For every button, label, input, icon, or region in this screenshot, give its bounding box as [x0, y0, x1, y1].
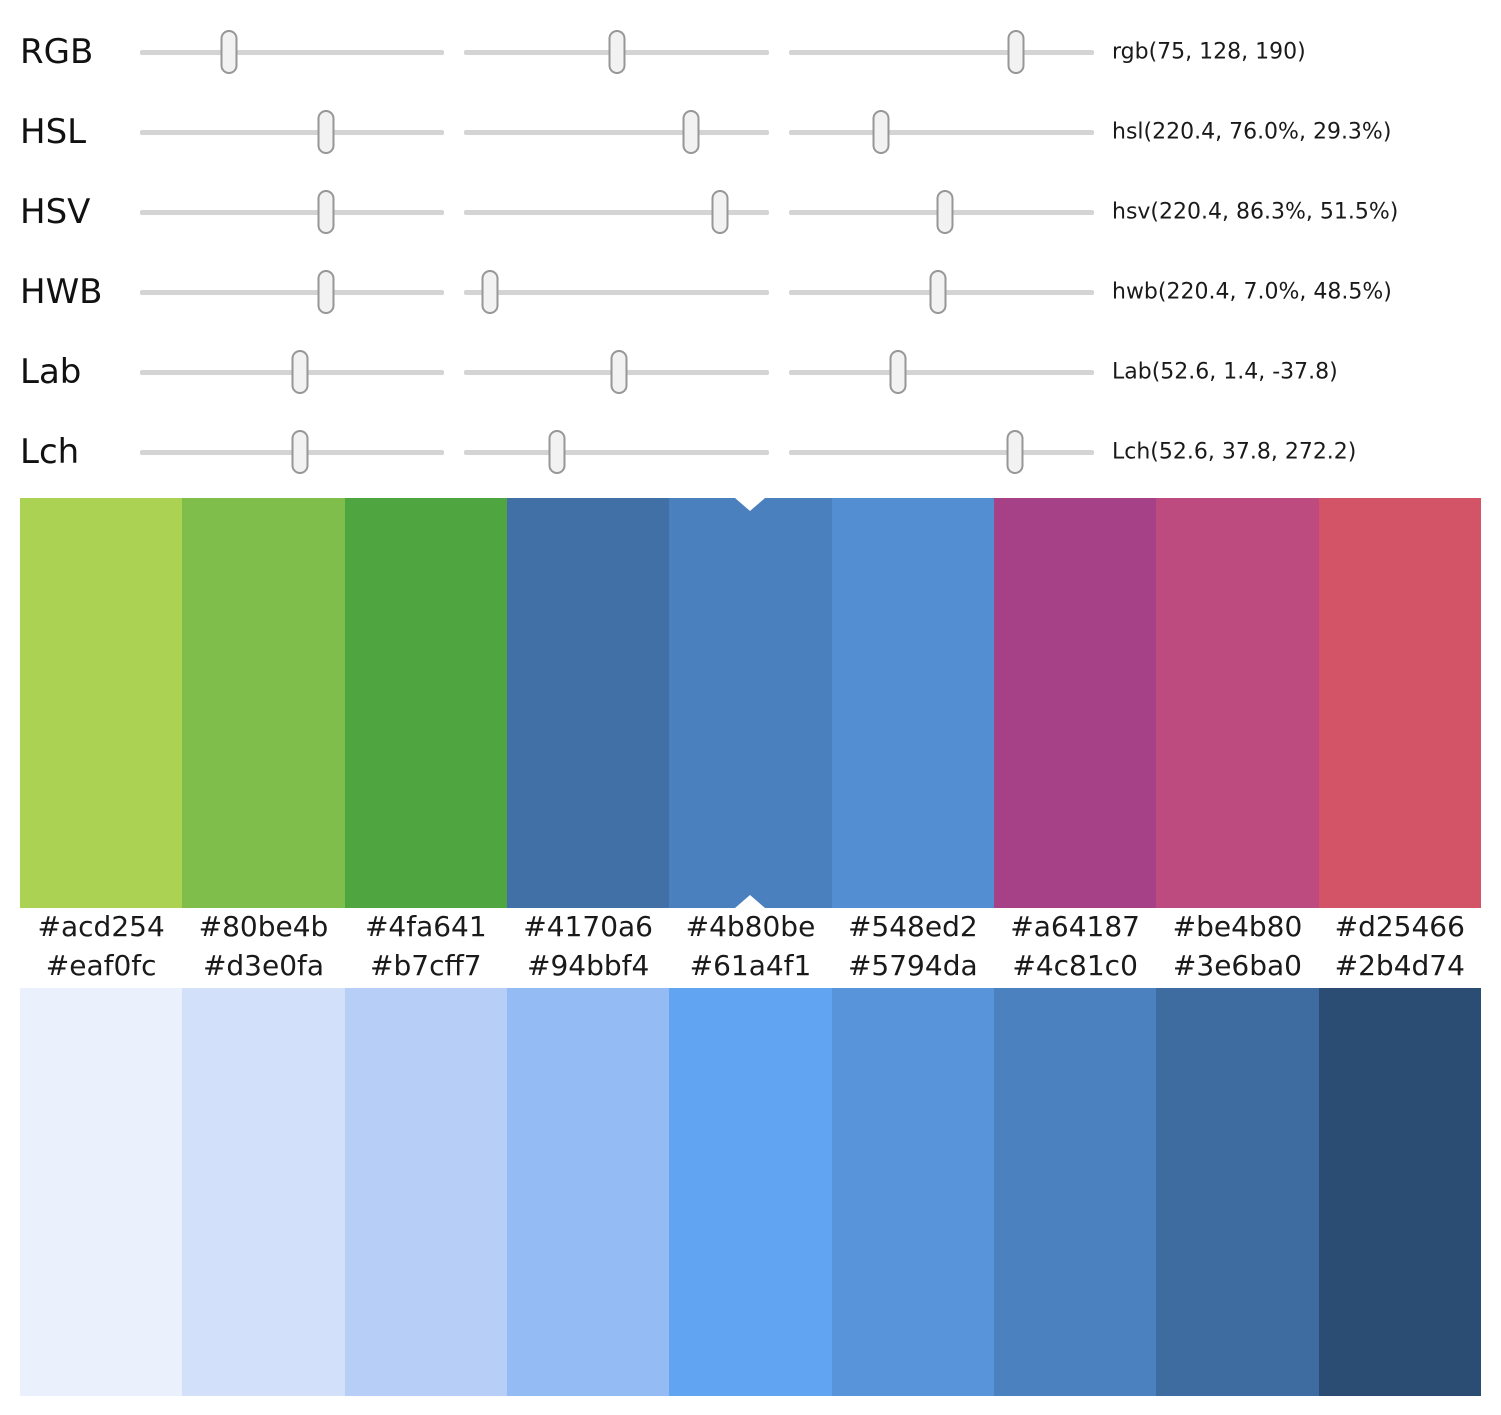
color-value-text: hsv(220.4, 86.3%, 51.5%) [1112, 199, 1399, 225]
slider-row-lab: Lab Lab(52.6, 1.4, -37.8) [0, 332, 1501, 412]
lch-c-slider-track[interactable] [464, 430, 769, 474]
hex-code-label: #2b4d74 [1334, 948, 1465, 982]
tint-palette-strip [20, 988, 1481, 1396]
tint-swatch[interactable] [344, 988, 507, 1396]
slider-row-rgb: RGB rgb(75, 128, 190) [0, 12, 1501, 92]
hue-hex-labels: #acd254 #80be4b #4fa641 #4170a6 #4b80be #548e… [20, 908, 1481, 944]
hex-code-label: #3e6ba0 [1172, 948, 1302, 982]
hex-code-label: #548ed2 [847, 909, 978, 943]
tint-swatch[interactable] [831, 988, 994, 1396]
hsl-l-slider-track[interactable] [789, 110, 1094, 154]
lab-l-slider-track[interactable] [140, 350, 444, 394]
tint-hex-labels: #eaf0fc #d3e0fa #b7cff7 #94bbf4 #61a4f1 #5794… [20, 944, 1481, 986]
lch-h-slider-track[interactable] [789, 430, 1094, 474]
hex-code-label: #b7cff7 [370, 948, 482, 982]
hex-code-label: #4c81c0 [1012, 948, 1138, 982]
lch-c-slider-thumb[interactable] [548, 430, 566, 474]
hsl-s-slider-thumb[interactable] [682, 110, 700, 154]
hsl-s-slider-track[interactable] [464, 110, 769, 154]
color-model-label: Lch [20, 432, 80, 472]
tint-swatch[interactable] [20, 988, 183, 1396]
hue-swatch[interactable] [993, 498, 1157, 908]
hue-swatch[interactable] [20, 498, 183, 908]
tint-swatch[interactable] [506, 988, 670, 1396]
lch-h-slider-thumb[interactable] [1006, 430, 1024, 474]
lch-l-slider-track[interactable] [140, 430, 444, 474]
hex-code-label: #61a4f1 [689, 948, 812, 982]
lab-b-slider-track[interactable] [789, 350, 1094, 394]
tint-swatch[interactable] [1156, 988, 1319, 1396]
hex-code-label: #4fa641 [364, 909, 487, 943]
rgb-g-slider-thumb[interactable] [608, 30, 626, 74]
tint-swatch[interactable] [993, 988, 1157, 1396]
lab-a-slider-track[interactable] [464, 350, 769, 394]
hex-code-label: #5794da [847, 948, 978, 982]
rgb-r-slider-thumb[interactable] [220, 30, 238, 74]
slider-row-hwb: HWB hwb(220.4, 7.0%, 48.5%) [0, 252, 1501, 332]
hex-code-label: #be4b80 [1172, 909, 1303, 943]
hsl-l-slider-thumb[interactable] [872, 110, 889, 154]
hsv-s-slider-thumb[interactable] [711, 190, 729, 234]
selected-swatch-notch-bottom [735, 895, 766, 908]
hue-swatch[interactable] [1156, 498, 1319, 908]
hwb-w-slider-track[interactable] [464, 270, 769, 314]
rgb-r-slider-track[interactable] [140, 30, 444, 74]
rgb-b-slider-track[interactable] [789, 30, 1094, 74]
color-model-label: HSL [20, 112, 87, 152]
lch-l-slider-thumb[interactable] [291, 430, 309, 474]
hue-palette-strip [20, 498, 1481, 908]
selected-swatch-notch-top [735, 498, 766, 511]
hsv-h-slider-thumb[interactable] [317, 190, 335, 234]
rgb-b-slider-thumb[interactable] [1007, 30, 1025, 74]
color-value-text: hsl(220.4, 76.0%, 29.3%) [1112, 119, 1392, 145]
color-model-label: HSV [20, 192, 91, 232]
hex-code-label: #4b80be [685, 909, 816, 943]
hwb-w-slider-thumb[interactable] [481, 270, 499, 314]
hex-code-label: #80be4b [198, 909, 329, 943]
hue-swatch[interactable] [831, 498, 994, 908]
hex-code-label: #acd254 [37, 909, 165, 943]
hwb-b-slider-track[interactable] [789, 270, 1094, 314]
lab-b-slider-thumb[interactable] [889, 350, 907, 394]
color-value-text: Lch(52.6, 37.8, 272.2) [1112, 439, 1357, 465]
hsl-h-slider-track[interactable] [140, 110, 444, 154]
hue-swatch[interactable] [344, 498, 507, 908]
hex-code-label: #d25466 [1334, 909, 1465, 943]
tint-swatch[interactable] [182, 988, 345, 1396]
slider-row-hsv: HSV hsv(220.4, 86.3%, 51.5%) [0, 172, 1501, 252]
hex-code-label: #4170a6 [523, 909, 653, 943]
color-model-label: Lab [20, 352, 82, 392]
lab-l-slider-thumb[interactable] [291, 350, 309, 394]
hue-swatch[interactable] [669, 498, 832, 908]
color-model-label: RGB [20, 32, 94, 72]
hex-code-label: #d3e0fa [202, 948, 325, 982]
hsv-h-slider-track[interactable] [140, 190, 444, 234]
hex-code-label: #94bbf4 [526, 948, 650, 982]
hsv-v-slider-track[interactable] [789, 190, 1094, 234]
hsv-v-slider-thumb[interactable] [936, 190, 954, 234]
hex-code-label: #eaf0fc [45, 948, 157, 982]
color-value-text: Lab(52.6, 1.4, -37.8) [1112, 359, 1338, 385]
hue-swatch[interactable] [1318, 498, 1481, 908]
color-value-text: rgb(75, 128, 190) [1112, 39, 1306, 65]
color-value-text: hwb(220.4, 7.0%, 48.5%) [1112, 279, 1392, 305]
lab-a-slider-thumb[interactable] [610, 350, 628, 394]
hsl-h-slider-thumb[interactable] [317, 110, 335, 154]
rgb-g-slider-track[interactable] [464, 30, 769, 74]
color-model-sliders: RGB rgb(75, 128, 190) HSL hsl(220.4, 76.0%,… [0, 0, 1501, 492]
slider-row-hsl: HSL hsl(220.4, 76.0%, 29.3%) [0, 92, 1501, 172]
hue-swatch[interactable] [506, 498, 670, 908]
hwb-h-slider-thumb[interactable] [317, 270, 335, 314]
hsv-s-slider-track[interactable] [464, 190, 769, 234]
hwb-b-slider-thumb[interactable] [929, 270, 947, 314]
color-model-label: HWB [20, 272, 103, 312]
slider-row-lch: Lch Lch(52.6, 37.8, 272.2) [0, 412, 1501, 492]
hex-code-label: #a64187 [1010, 909, 1140, 943]
tint-swatch[interactable] [1318, 988, 1481, 1396]
hue-swatch[interactable] [182, 498, 345, 908]
hwb-h-slider-track[interactable] [140, 270, 444, 314]
tint-swatch[interactable] [669, 988, 832, 1396]
